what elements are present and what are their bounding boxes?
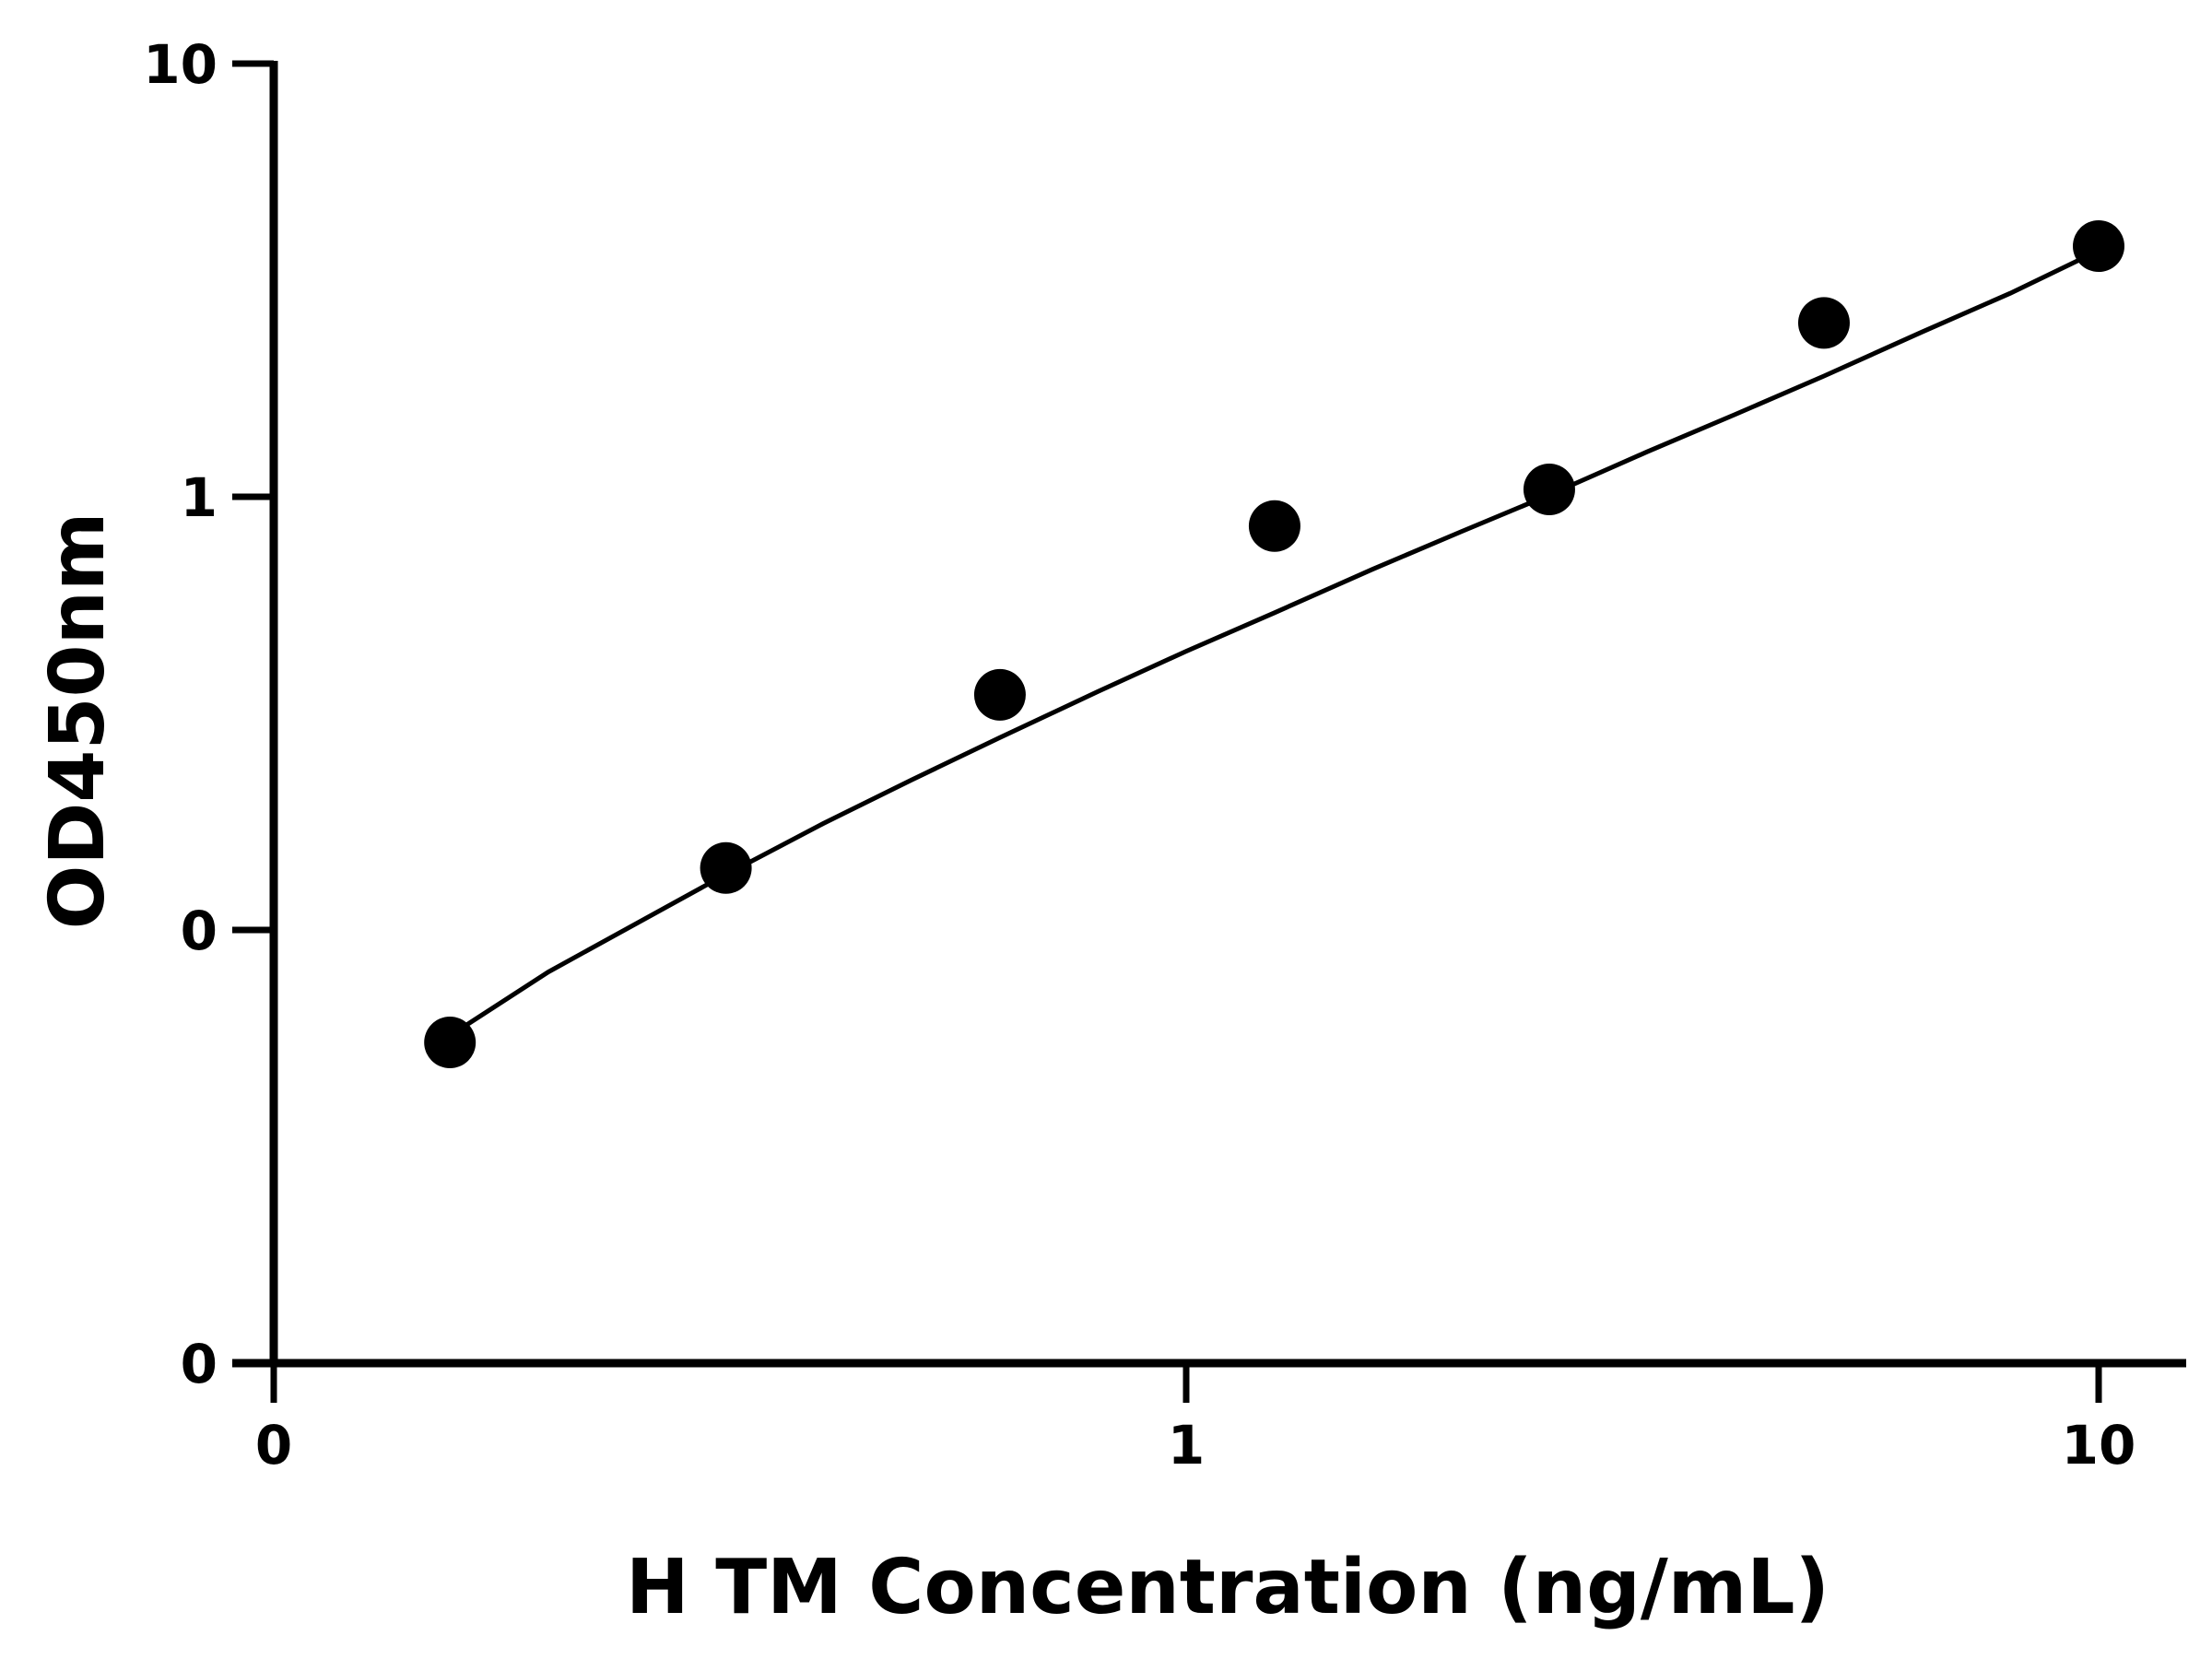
y-axis-title: OD450nm [34, 512, 122, 930]
data-point [1523, 463, 1575, 515]
data-point [1248, 500, 1300, 552]
x-axis-title: H TM Concentration (ng/mL) [626, 1544, 1830, 1631]
x-tick-label: 10 [2062, 1414, 2136, 1477]
data-points [424, 220, 2124, 1069]
y-tick-label: 1 [181, 466, 218, 529]
fit-curve [448, 248, 2100, 1038]
axes [232, 61, 2186, 1368]
x-tick-label: 1 [1168, 1414, 1205, 1477]
x-tick-label: 0 [255, 1414, 292, 1477]
y-tick-label: 0 [181, 1333, 218, 1395]
x-axis-ticks: 0 1 10 [255, 1363, 2136, 1477]
data-point [424, 1017, 477, 1069]
y-axis-ticks: 0 0 1 10 [143, 33, 274, 1395]
data-point [1797, 297, 1850, 349]
data-point [973, 668, 1026, 721]
data-point [700, 841, 752, 894]
y-tick-label: 0 [181, 900, 218, 962]
data-point [2073, 220, 2124, 273]
y-tick-label: 10 [143, 33, 218, 96]
